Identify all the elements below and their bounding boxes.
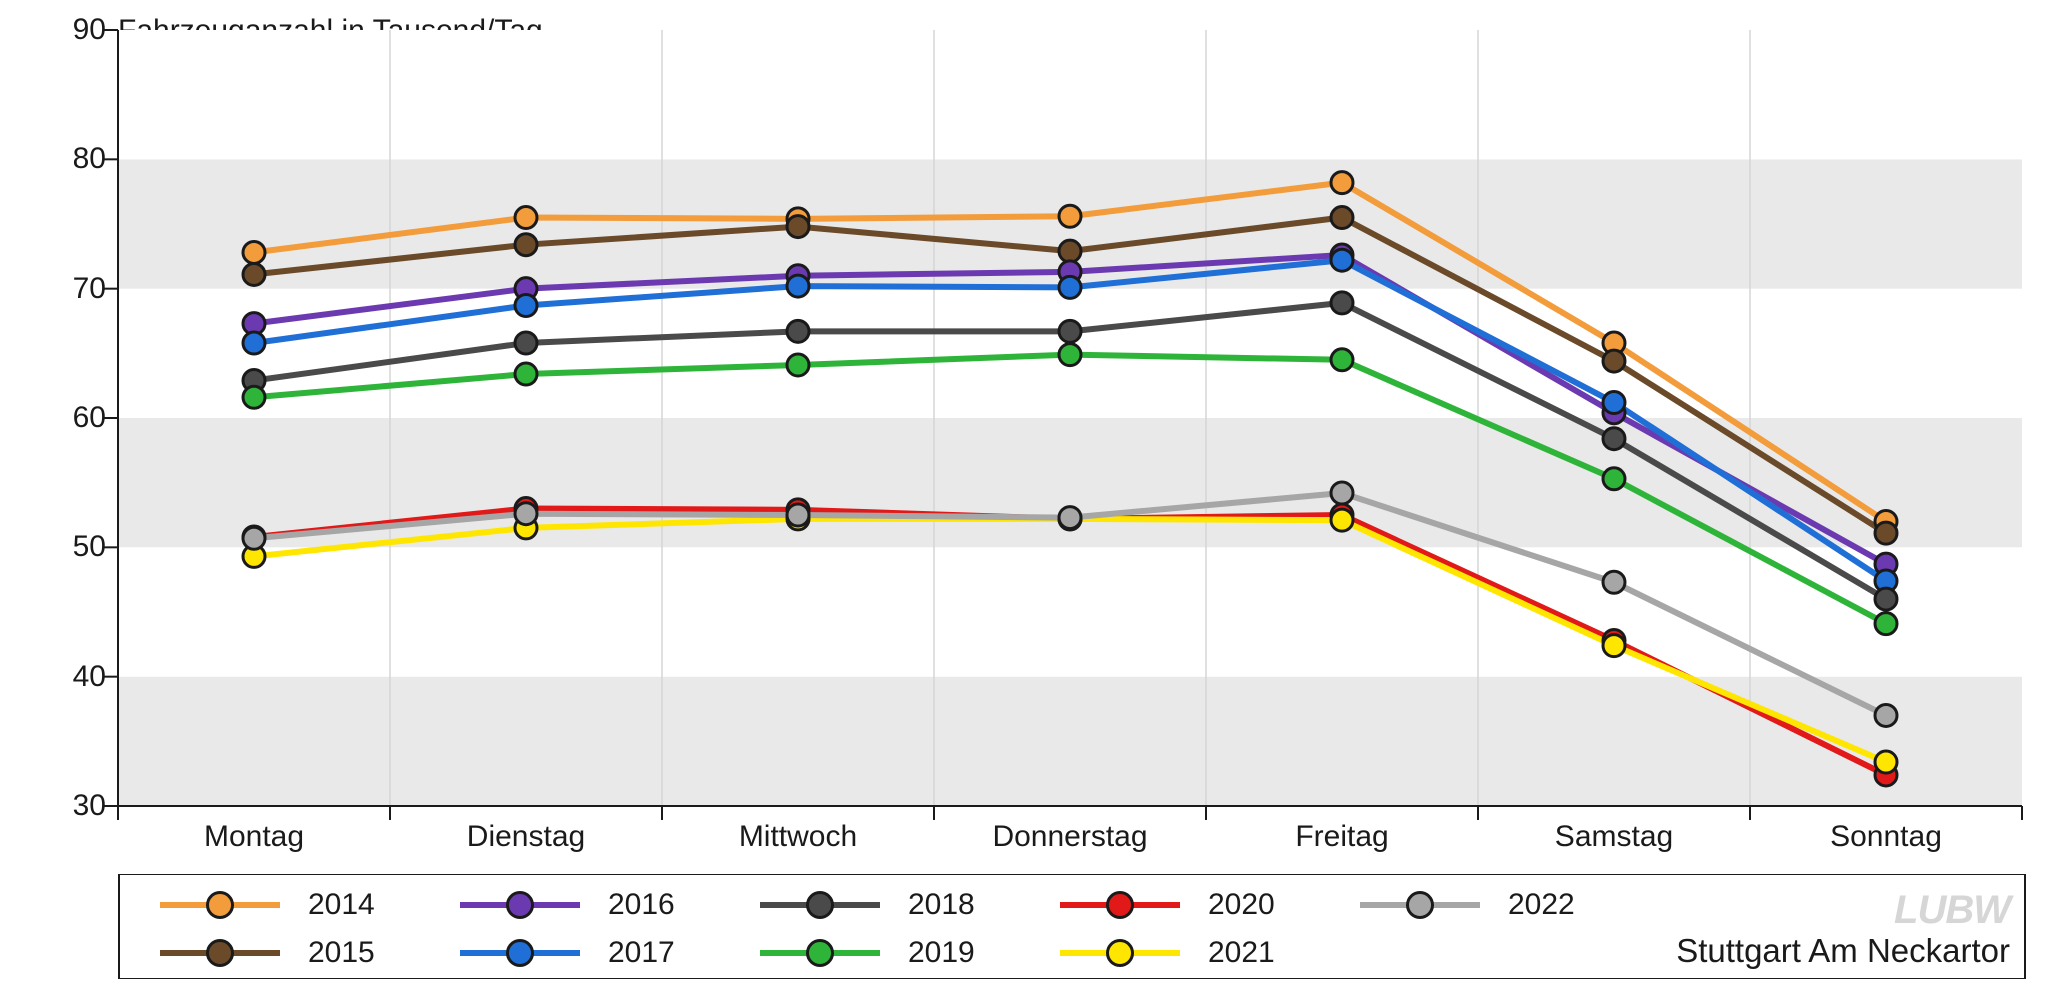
legend-marker-icon: [1406, 891, 1434, 919]
legend-marker-icon: [506, 939, 534, 967]
series-marker-2015: [1603, 350, 1625, 372]
watermark-logo: LUBW: [1894, 888, 2010, 933]
legend-marker-icon: [1106, 891, 1134, 919]
legend-swatch: [460, 892, 580, 918]
legend-swatch: [760, 892, 880, 918]
legend-item-2022: 2022: [1360, 888, 1575, 922]
legend-marker-icon: [206, 939, 234, 967]
legend-item-2017: 2017: [460, 936, 675, 970]
series-marker-2015: [1875, 522, 1897, 544]
series-marker-2017: [1059, 276, 1081, 298]
series-marker-2022: [1059, 507, 1081, 529]
legend-label: 2021: [1208, 936, 1275, 970]
legend-label: 2020: [1208, 888, 1275, 922]
series-marker-2022: [515, 503, 537, 525]
series-marker-2014: [243, 241, 265, 263]
legend-item-2021: 2021: [1060, 936, 1275, 970]
legend-swatch: [1360, 892, 1480, 918]
series-marker-2014: [1059, 205, 1081, 227]
series-marker-2019: [243, 386, 265, 408]
series-marker-2018: [787, 320, 809, 342]
series-marker-2021: [1875, 751, 1897, 773]
legend-label: 2017: [608, 936, 675, 970]
series-marker-2018: [1603, 428, 1625, 450]
legend-item-2019: 2019: [760, 936, 975, 970]
legend-item-2016: 2016: [460, 888, 675, 922]
legend-swatch: [760, 940, 880, 966]
chart-container: Fahrzeuganzahl in Tausend/Tag 3040506070…: [0, 0, 2054, 985]
series-marker-2018: [1875, 588, 1897, 610]
series-marker-2018: [1059, 320, 1081, 342]
series-marker-2015: [787, 216, 809, 238]
series-marker-2015: [515, 234, 537, 256]
series-marker-2018: [515, 332, 537, 354]
series-marker-2017: [243, 332, 265, 354]
legend-swatch: [460, 940, 580, 966]
series-marker-2022: [1603, 571, 1625, 593]
legend-item-2018: 2018: [760, 888, 975, 922]
legend-swatch: [160, 940, 280, 966]
series-marker-2017: [787, 275, 809, 297]
series-marker-2019: [1059, 344, 1081, 366]
series-marker-2019: [1603, 468, 1625, 490]
legend-marker-icon: [506, 891, 534, 919]
series-marker-2019: [1331, 349, 1353, 371]
legend-label: 2022: [1508, 888, 1575, 922]
series-marker-2018: [1331, 292, 1353, 314]
series-marker-2014: [1331, 172, 1353, 194]
legend-swatch: [1060, 892, 1180, 918]
legend-swatch: [160, 892, 280, 918]
series-marker-2022: [243, 527, 265, 549]
series-marker-2022: [787, 504, 809, 526]
series-marker-2021: [1603, 635, 1625, 657]
series-marker-2017: [1331, 249, 1353, 271]
legend-item-2015: 2015: [160, 936, 375, 970]
legend-marker-icon: [1106, 939, 1134, 967]
legend-label: 2019: [908, 936, 975, 970]
legend-marker-icon: [206, 891, 234, 919]
legend-label: 2014: [308, 888, 375, 922]
legend-swatch: [1060, 940, 1180, 966]
series-marker-2017: [515, 294, 537, 316]
series-marker-2015: [1331, 207, 1353, 229]
line-chart: [0, 0, 2054, 870]
series-marker-2019: [515, 363, 537, 385]
series-marker-2014: [515, 207, 537, 229]
legend-item-2014: 2014: [160, 888, 375, 922]
legend-label: 2018: [908, 888, 975, 922]
grid-band: [118, 30, 2022, 159]
series-marker-2015: [243, 263, 265, 285]
series-marker-2022: [1875, 704, 1897, 726]
grid-band: [118, 547, 2022, 676]
location-label: Stuttgart Am Neckartor: [1676, 932, 2010, 970]
legend-label: 2015: [308, 936, 375, 970]
series-marker-2021: [1331, 509, 1353, 531]
legend-label: 2016: [608, 888, 675, 922]
series-marker-2022: [1331, 482, 1353, 504]
series-marker-2019: [787, 354, 809, 376]
legend-marker-icon: [806, 891, 834, 919]
series-marker-2019: [1875, 613, 1897, 635]
series-marker-2017: [1603, 391, 1625, 413]
legend-marker-icon: [806, 939, 834, 967]
series-marker-2015: [1059, 240, 1081, 262]
legend-item-2020: 2020: [1060, 888, 1275, 922]
